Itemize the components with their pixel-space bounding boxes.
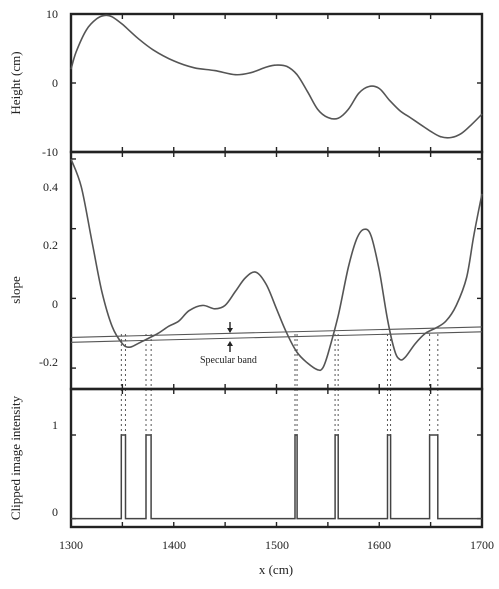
specular-band-upper	[70, 326, 483, 338]
x-tick-label: 1500	[265, 538, 289, 552]
height-ytick-label: 10	[46, 7, 58, 21]
x-tick-label: 1700	[470, 538, 494, 552]
height-panel: Height (cm) 10 0 -10	[8, 7, 484, 159]
intensity-ytick-label: 0	[52, 505, 58, 519]
specular-band-label: Specular band	[200, 355, 257, 366]
slope-ytick-label: 0.4	[43, 180, 58, 194]
slope-ytick-label: -0.2	[39, 355, 58, 369]
intensity-ytick-label: 1	[52, 418, 58, 432]
slope-curve	[70, 158, 483, 372]
slope-panel-ticks	[71, 152, 482, 389]
band-arrow-up-head	[227, 341, 233, 346]
height-ytick-label: 0	[52, 76, 58, 90]
x-tick-label: 1600	[367, 538, 391, 552]
specular-band-arrows	[227, 322, 233, 352]
specular-band-lower	[70, 331, 483, 343]
slope-panel-frame	[69, 150, 484, 391]
band-arrow-down-head	[227, 328, 233, 333]
intensity-panel-frame	[69, 387, 484, 529]
height-curve	[70, 14, 483, 139]
intensity-pulse-trace	[71, 434, 482, 520]
slope-panel-plot	[70, 158, 483, 372]
intensity-axis-label: Clipped image intensity	[8, 395, 23, 520]
slope-panel: slope 0.4 0.2 0 -0.2 Specular band	[8, 150, 484, 391]
slope-ytick-label: 0.2	[43, 238, 58, 252]
slope-ytick-label: 0	[52, 297, 58, 311]
slope-axis-label: slope	[8, 276, 23, 304]
x-axis-label: x (cm)	[259, 562, 293, 577]
intensity-panel-ticks	[71, 389, 482, 527]
height-ytick-label: -10	[42, 145, 58, 159]
height-axis-label: Height (cm)	[8, 51, 23, 114]
height-panel-plot	[70, 14, 483, 139]
guide-lines	[120, 334, 439, 435]
intensity-panel: Clipped image intensity 1 0 1300 1400 15…	[8, 387, 494, 577]
intensity-panel-plot	[71, 434, 482, 520]
x-tick-label: 1300	[59, 538, 83, 552]
x-tick-label: 1400	[162, 538, 186, 552]
